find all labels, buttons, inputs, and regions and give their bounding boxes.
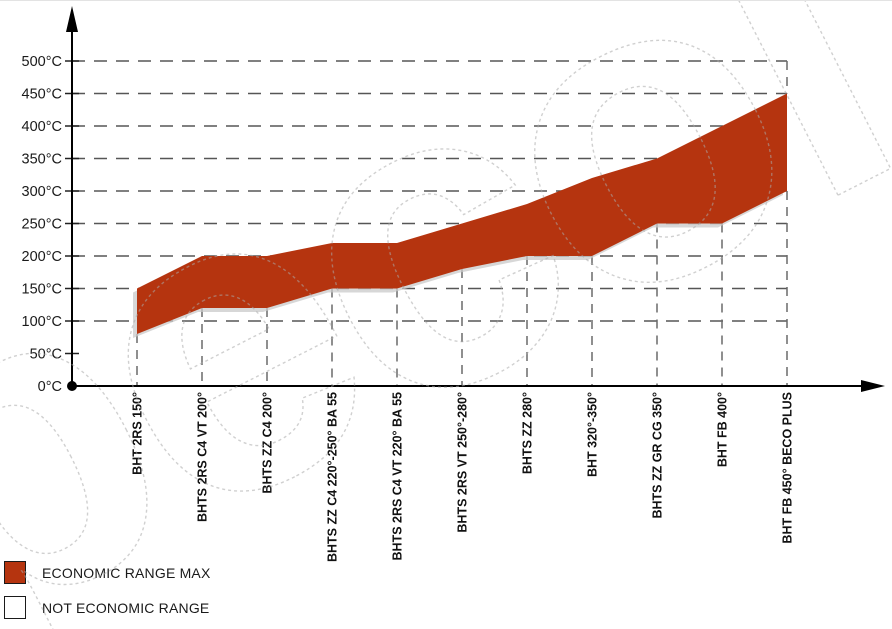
- y-axis-labels: 0°C 50°C 100°C 150°C 200°C 250°C 300°C 350°C 400…: [22, 54, 62, 395]
- x-category-label: BHT 320°-350°: [586, 392, 600, 477]
- x-category-label: BHTS ZZ C4 220°-250° BA 55: [326, 392, 340, 562]
- legend-swatch-economic-range-max: [4, 561, 26, 584]
- x-category-label: BHT FB 400°: [716, 392, 730, 467]
- y-tick-label: 500°C: [22, 54, 62, 70]
- y-tick-label: 0°C: [38, 379, 62, 395]
- legend-swatch-not-economic-range: [4, 596, 26, 619]
- x-category-label: BHTS 2RS C4 VT 220° BA 55: [391, 392, 405, 561]
- x-category-label: BHTS ZZ GR CG 350°: [651, 392, 665, 519]
- x-category-label: BHTS 2RS VT 250°-280°: [456, 392, 470, 533]
- x-category-label: BHTS 2RS C4 VT 200°: [196, 392, 210, 522]
- y-tick-label: 300°C: [22, 184, 62, 200]
- x-category-label: BHT 2RS 150°: [131, 392, 145, 475]
- y-tick-label: 100°C: [22, 314, 62, 330]
- x-category-label: BHTS ZZ C4 200°: [261, 392, 275, 494]
- x-category-label: BHTS ZZ 280°: [521, 392, 535, 474]
- legend-label-not-economic-range: NOT ECONOMIC RANGE: [42, 599, 210, 616]
- y-tick-label: 50°C: [30, 347, 62, 363]
- y-tick-label: 200°C: [22, 249, 62, 265]
- y-tick-label: 350°C: [22, 152, 62, 168]
- x-axis-labels: BHT 2RS 150° BHTS 2RS C4 VT 200° BHTS ZZ C…: [131, 392, 795, 562]
- y-tick-label: 450°C: [22, 87, 62, 103]
- x-axis-arrow-icon: [861, 380, 885, 392]
- economic-range-band: [137, 93, 787, 334]
- legend-item-economic: ECONOMIC RANGE MAX: [4, 561, 211, 584]
- y-axis-arrow-icon: [66, 6, 78, 32]
- y-tick-label: 400°C: [22, 119, 62, 135]
- x-category-label: BHT FB 450° BECO PLUS: [781, 392, 795, 544]
- y-tick-label: 150°C: [22, 282, 62, 298]
- legend-item-not-economic: NOT ECONOMIC RANGE: [4, 596, 211, 619]
- y-tick-label: 250°C: [22, 217, 62, 233]
- legend: ECONOMIC RANGE MAX NOT ECONOMIC RANGE: [4, 561, 211, 619]
- origin-dot: [67, 381, 77, 391]
- vertical-gridlines: [136, 61, 788, 386]
- legend-label-economic-range-max: ECONOMIC RANGE MAX: [42, 564, 211, 581]
